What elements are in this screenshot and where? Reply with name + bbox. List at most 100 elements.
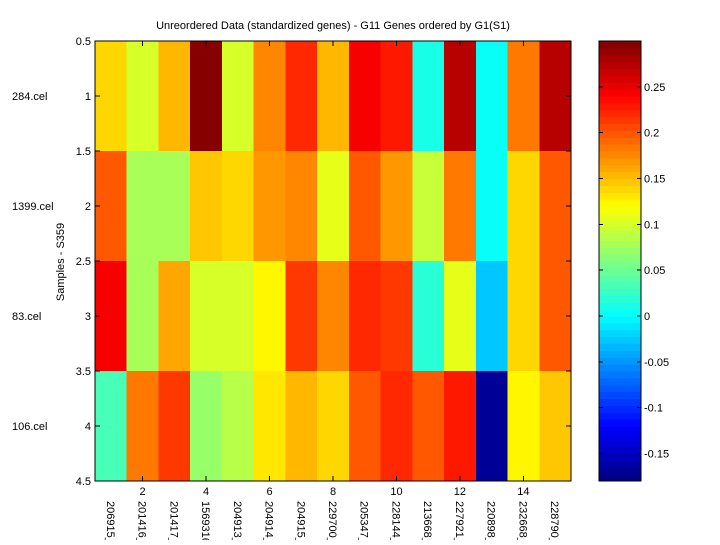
- sample-labels: 284.cel 1399.cel 83.cel 106.cel: [12, 91, 54, 433]
- colorbar-swatch: [599, 123, 641, 131]
- colorbar-swatch: [599, 82, 641, 90]
- heatmap-cell: [380, 261, 413, 372]
- heatmap-cell: [285, 151, 318, 262]
- colorbar-swatch: [599, 41, 641, 49]
- colorbar-tick-label: -0.05: [644, 357, 669, 369]
- colorbar-swatch: [599, 137, 641, 145]
- x-tick-label: 14: [517, 486, 529, 498]
- heatmap-cell: [317, 151, 350, 262]
- heatmap-cell: [444, 261, 477, 372]
- heatmap-cell: [412, 371, 445, 482]
- colorbar-swatch: [599, 281, 641, 290]
- heatmap-cell: [507, 371, 540, 482]
- heatmap-cell: [126, 41, 159, 152]
- heatmap-cell: [158, 151, 191, 262]
- colorbar-tick-label: 0.2: [644, 128, 659, 140]
- heatmap-cell: [253, 151, 286, 262]
- colorbar-swatch: [599, 350, 641, 358]
- colorbar-swatch: [599, 460, 641, 468]
- heatmap-cell: [190, 261, 223, 372]
- sample-label: 1399.cel: [12, 201, 54, 213]
- colorbar-swatch: [599, 309, 641, 317]
- colorbar-swatch: [599, 212, 641, 221]
- colorbar-tick-label: 0.1: [644, 219, 659, 231]
- heatmap-cell: [158, 261, 191, 372]
- heatmap-cell: [412, 261, 445, 372]
- chart-title: Unreordered Data (standardized genes) - …: [156, 20, 510, 32]
- colorbar-swatch: [599, 467, 641, 475]
- heatmap-cell: [126, 261, 159, 372]
- colorbar-swatch: [599, 157, 641, 166]
- colorbar-swatch: [599, 75, 641, 83]
- colorbar-swatch: [599, 116, 641, 125]
- heatmap-cell: [190, 371, 223, 482]
- gene-label: 201417_: [167, 501, 179, 540]
- colorbar-swatch: [599, 302, 641, 310]
- heatmap-cell: [285, 41, 318, 152]
- colorbar-swatch: [599, 240, 641, 248]
- heatmap-cell: [253, 41, 286, 152]
- heatmap-cell: [95, 371, 128, 482]
- sample-label: 284.cel: [12, 91, 47, 103]
- colorbar-swatch: [599, 226, 641, 235]
- heatmap-cell: [253, 261, 286, 372]
- heatmap-cell: [475, 41, 509, 152]
- gene-label: 220898_: [485, 501, 497, 540]
- colorbar-swatch: [599, 329, 641, 338]
- colorbar-swatch: [599, 233, 641, 241]
- colorbar-swatch: [599, 102, 641, 111]
- colorbar-swatch: [599, 130, 641, 138]
- colorbar-swatch: [599, 164, 641, 173]
- heatmap-cells: [95, 41, 572, 482]
- y-tick-label: 4: [85, 421, 91, 433]
- y-tick-label: 2: [85, 201, 91, 213]
- colorbar-tick-label: 0: [644, 311, 650, 323]
- heatmap-cell: [475, 261, 509, 372]
- colorbar-tick-label: 0.25: [644, 82, 665, 94]
- colorbar-swatch: [599, 453, 641, 461]
- heatmap-cell: [126, 151, 159, 262]
- colorbar-swatch: [599, 267, 641, 276]
- y-axis-label: Samples - S359: [55, 223, 67, 301]
- heatmap-cell: [412, 41, 445, 152]
- heatmap-cell: [412, 151, 445, 262]
- sample-label: 83.cel: [12, 311, 41, 323]
- colorbar-swatch: [599, 426, 641, 434]
- colorbar-tick-label: -0.15: [644, 449, 669, 461]
- y-tick-label: 1.5: [76, 146, 91, 158]
- colorbar-swatch: [599, 178, 641, 186]
- heatmap-cell: [348, 371, 382, 482]
- heatmap-cell: [444, 371, 477, 482]
- gene-label: 205347_: [358, 501, 370, 540]
- colorbar-swatch: [599, 322, 641, 331]
- heatmap-cell: [126, 371, 159, 482]
- colorbar-swatch: [599, 54, 641, 63]
- heatmap-cell: [317, 261, 350, 372]
- heatmap-cell: [317, 41, 350, 152]
- colorbar-swatch: [599, 144, 641, 152]
- colorbar-swatch: [599, 384, 641, 393]
- colorbar-swatch: [599, 412, 641, 420]
- colorbar-swatch: [599, 474, 641, 482]
- heatmap-cell: [95, 151, 128, 262]
- colorbar-swatch: [599, 398, 641, 406]
- heatmap-cell: [190, 41, 223, 152]
- heatmap-cell: [475, 151, 509, 262]
- colorbar-swatch: [599, 439, 641, 448]
- colorbar-swatch: [599, 357, 641, 365]
- gene-label: 204914_: [263, 501, 275, 540]
- colorbar-swatch: [599, 343, 641, 351]
- colorbar-swatch: [599, 89, 641, 97]
- gene-label: 206915_: [104, 501, 116, 540]
- heatmap-cell: [158, 371, 191, 482]
- colorbar-swatch: [599, 336, 641, 345]
- gene-label: 204915_: [294, 501, 306, 540]
- heatmap-cell: [253, 371, 286, 482]
- colorbar-swatch: [599, 61, 641, 70]
- colorbar-tick-label: 0.05: [644, 265, 665, 277]
- heatmap-cell: [444, 151, 477, 262]
- heatmap-cell: [221, 261, 255, 372]
- colorbar-swatch: [599, 405, 641, 413]
- heatmap-cell: [348, 151, 382, 262]
